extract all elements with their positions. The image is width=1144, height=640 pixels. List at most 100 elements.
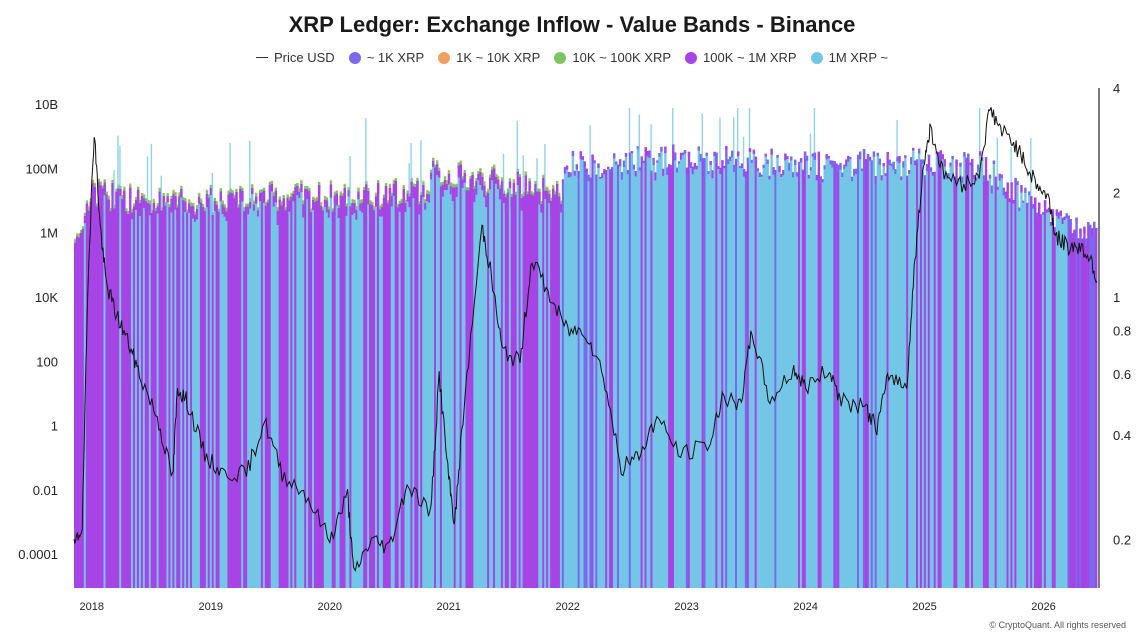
inflow-bar-spike bbox=[809, 133, 812, 168]
inflow-bar bbox=[441, 181, 445, 588]
inflow-bar-main bbox=[664, 146, 667, 588]
chart-legend: Price USD ~ 1K XRP 1K ~ 10K XRP 10K ~ 10… bbox=[0, 50, 1144, 65]
legend-item-band-3[interactable]: 10K ~ 100K XRP bbox=[554, 50, 671, 65]
inflow-bar bbox=[774, 169, 777, 589]
inflow-bar-main bbox=[1022, 200, 1025, 588]
inflow-bar-cap-green bbox=[268, 181, 272, 185]
inflow-bar bbox=[597, 163, 600, 588]
inflow-bar bbox=[982, 175, 986, 588]
inflow-bar bbox=[375, 192, 378, 588]
inflow-bar-main bbox=[186, 212, 189, 588]
inflow-bar-cap-orange bbox=[172, 189, 175, 191]
inflow-bar-cap bbox=[925, 164, 929, 172]
inflow-bar-cap-orange bbox=[142, 194, 146, 196]
legend-item-band-1[interactable]: ~ 1K XRP bbox=[348, 50, 424, 65]
inflow-bar bbox=[335, 190, 339, 588]
inflow-bar-cap bbox=[1020, 185, 1023, 193]
inflow-bar-cap-orange bbox=[314, 198, 317, 200]
inflow-bar-cap bbox=[1026, 202, 1029, 209]
inflow-bar-cap bbox=[967, 153, 970, 161]
inflow-bar-cap bbox=[1079, 228, 1082, 236]
inflow-bar-main bbox=[982, 175, 986, 588]
inflow-bar-main bbox=[638, 167, 641, 588]
inflow-bar-cap bbox=[302, 204, 305, 218]
inflow-bar-main bbox=[902, 161, 905, 588]
inflow-bar-cap-green bbox=[548, 190, 551, 194]
inflow-bar bbox=[430, 169, 433, 589]
inflow-bar-cap bbox=[973, 174, 976, 180]
inflow-bar-cap-green bbox=[485, 192, 488, 196]
inflow-bar-main bbox=[878, 158, 881, 588]
inflow-bar-main bbox=[292, 193, 295, 588]
inflow-bar-cap-green bbox=[373, 207, 376, 211]
legend-item-band-5[interactable]: 1M XRP ~ bbox=[810, 50, 888, 65]
inflow-bar-cap-green bbox=[441, 181, 445, 185]
inflow-bar-main bbox=[284, 210, 287, 588]
inflow-bar-cap-green bbox=[115, 188, 118, 192]
inflow-bar bbox=[495, 173, 498, 588]
inflow-bar-cap-orange bbox=[357, 187, 360, 189]
inflow-bar-cap bbox=[569, 172, 573, 177]
inflow-bar-cap bbox=[546, 190, 549, 199]
inflow-bar-main bbox=[1081, 238, 1084, 588]
inflow-bar-main bbox=[215, 204, 219, 588]
inflow-bar-cap bbox=[1047, 207, 1051, 213]
inflow-bar-cap-green bbox=[264, 202, 268, 206]
inflow-bar-main bbox=[1067, 215, 1070, 589]
inflow-bar-cap-green bbox=[123, 187, 126, 191]
chart-axes: 10B100M1M10K10010.010.00014210.80.60.40.… bbox=[18, 81, 1131, 613]
inflow-bar bbox=[443, 176, 447, 588]
inflow-bar-cap bbox=[996, 186, 1000, 190]
inflow-bar-main bbox=[493, 168, 496, 588]
inflow-bar-main bbox=[174, 195, 177, 588]
inflow-bar bbox=[640, 156, 643, 589]
inflow-bar-cap-green bbox=[186, 209, 189, 213]
inflow-bar-spike bbox=[365, 117, 367, 185]
inflow-bar-main bbox=[194, 214, 197, 588]
inflow-bar bbox=[626, 170, 630, 589]
inflow-bar-cap bbox=[376, 183, 380, 195]
inflow-bar bbox=[288, 196, 291, 588]
inflow-bar-cap bbox=[843, 164, 846, 170]
inflow-bar-cap bbox=[622, 160, 626, 168]
inflow-bar-main bbox=[211, 214, 215, 588]
inflow-bar bbox=[880, 175, 883, 589]
inflow-bar-main bbox=[530, 194, 533, 588]
legend-item-price[interactable]: Price USD bbox=[256, 50, 335, 65]
inflow-bar-cap-green bbox=[192, 203, 195, 207]
legend-label: 10K ~ 100K XRP bbox=[572, 50, 672, 65]
inflow-bars bbox=[74, 108, 1098, 589]
inflow-bar-main bbox=[512, 183, 516, 588]
inflow-bar-cap-green bbox=[312, 196, 315, 200]
inflow-bar bbox=[1067, 215, 1070, 589]
inflow-bar bbox=[870, 160, 874, 589]
inflow-bar-main bbox=[282, 198, 285, 589]
inflow-bar-cap-green bbox=[304, 186, 307, 190]
inflow-bar-cap bbox=[392, 183, 396, 196]
inflow-bar-cap bbox=[752, 149, 756, 154]
inflow-bar-main bbox=[156, 206, 159, 588]
inflow-bar-main bbox=[465, 190, 468, 588]
inflow-bar-cap-green bbox=[176, 204, 179, 208]
inflow-bar-cap bbox=[683, 150, 687, 154]
inflow-bar bbox=[339, 191, 342, 588]
inflow-bar-main bbox=[225, 211, 228, 588]
y-right-tick-label: 2 bbox=[1113, 186, 1120, 201]
inflow-bar-main bbox=[752, 149, 756, 588]
legend-item-band-2[interactable]: 1K ~ 10K XRP bbox=[438, 50, 540, 65]
inflow-bar-cap-green bbox=[343, 184, 346, 188]
inflow-bar-main bbox=[99, 185, 102, 588]
inflow-bar bbox=[971, 159, 974, 588]
inflow-bar-main bbox=[162, 195, 165, 589]
inflow-bar-cap bbox=[912, 147, 915, 151]
inflow-bar-main bbox=[1004, 191, 1007, 588]
inflow-bar-main bbox=[197, 196, 201, 589]
inflow-bar-cap bbox=[788, 162, 791, 171]
inflow-bar-cap bbox=[213, 200, 217, 211]
inflow-bar-cap bbox=[388, 187, 392, 195]
inflow-bar-main bbox=[178, 196, 181, 589]
legend-item-band-4[interactable]: 100K ~ 1M XRP bbox=[685, 50, 797, 65]
inflow-bar-main bbox=[561, 179, 565, 588]
inflow-bar-cap-green bbox=[129, 184, 132, 188]
inflow-bar-main bbox=[231, 193, 234, 588]
